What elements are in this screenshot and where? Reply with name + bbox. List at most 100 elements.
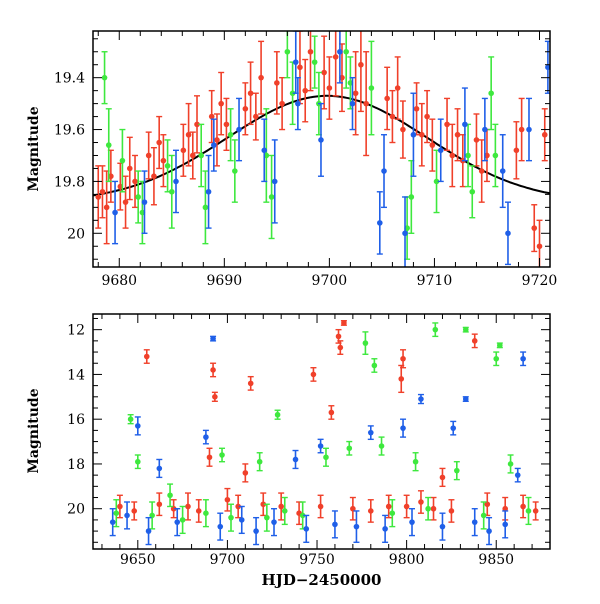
data-point bbox=[402, 230, 408, 237]
data-point bbox=[253, 113, 259, 120]
data-point bbox=[332, 54, 339, 60]
data-point bbox=[424, 113, 430, 120]
data-point bbox=[185, 503, 191, 510]
data-point bbox=[141, 199, 148, 205]
series-green-bottom bbox=[113, 322, 532, 535]
data-point bbox=[122, 199, 129, 205]
data-point bbox=[368, 85, 375, 91]
data-point bbox=[378, 443, 385, 449]
data-point bbox=[284, 48, 291, 55]
data-point bbox=[135, 194, 141, 200]
x-tick-label: 9720 bbox=[522, 273, 558, 289]
data-point bbox=[302, 87, 309, 94]
data-point bbox=[238, 517, 245, 523]
y-tick-label: 20 bbox=[67, 502, 85, 518]
data-point bbox=[295, 100, 301, 107]
data-point bbox=[469, 188, 476, 195]
data-point bbox=[488, 90, 494, 97]
data-point bbox=[190, 152, 196, 159]
data-point bbox=[202, 204, 209, 211]
series-red-bottom bbox=[116, 320, 539, 526]
data-point bbox=[525, 508, 532, 514]
data-point bbox=[289, 90, 296, 97]
data-point bbox=[180, 147, 187, 154]
data-point bbox=[126, 165, 133, 172]
plot-frame-bottom bbox=[92, 313, 551, 550]
data-point bbox=[367, 429, 374, 436]
y-tick-label: 20 bbox=[67, 226, 85, 242]
data-point bbox=[536, 243, 543, 250]
data-point bbox=[278, 503, 284, 510]
data-point bbox=[499, 168, 506, 174]
data-point bbox=[145, 528, 152, 534]
data-point bbox=[465, 152, 471, 159]
x-tick-label: 9700 bbox=[210, 552, 246, 568]
data-point bbox=[217, 523, 224, 530]
data-point bbox=[145, 152, 152, 159]
data-point bbox=[247, 380, 254, 387]
data-point bbox=[437, 147, 444, 154]
data-point bbox=[412, 458, 419, 465]
data-point bbox=[449, 152, 456, 159]
data-point bbox=[403, 503, 410, 510]
y-axis-label: Magnitude bbox=[26, 388, 42, 473]
data-point bbox=[156, 501, 163, 508]
data-point bbox=[149, 512, 155, 519]
data-point bbox=[381, 168, 387, 174]
x-tick-label: 9750 bbox=[299, 552, 335, 568]
data-point bbox=[113, 510, 120, 516]
data-point bbox=[281, 508, 288, 514]
data-point bbox=[410, 131, 417, 138]
data-point bbox=[268, 194, 275, 200]
x-tick-label: 9650 bbox=[120, 552, 156, 568]
x-tick-label: 9850 bbox=[478, 552, 514, 568]
data-point bbox=[164, 163, 171, 169]
data-point bbox=[258, 74, 264, 81]
data-point bbox=[297, 64, 303, 71]
data-point bbox=[264, 514, 270, 521]
data-point bbox=[507, 461, 514, 467]
x-tick-label: 9800 bbox=[389, 552, 425, 568]
data-point bbox=[206, 454, 213, 461]
data-point bbox=[135, 458, 141, 465]
data-point bbox=[271, 519, 277, 525]
y-tick-label: 18 bbox=[67, 457, 85, 473]
data-point bbox=[109, 519, 116, 525]
data-point bbox=[218, 100, 224, 107]
data-point bbox=[454, 467, 460, 474]
data-point bbox=[101, 74, 108, 81]
data-point bbox=[433, 178, 440, 185]
data-point bbox=[318, 137, 324, 143]
data-point bbox=[235, 503, 241, 510]
y-tick-label: 19.8 bbox=[54, 174, 85, 190]
data-point bbox=[478, 168, 485, 174]
data-point bbox=[382, 526, 388, 532]
data-point bbox=[532, 508, 539, 514]
data-point bbox=[242, 106, 249, 112]
data-point bbox=[367, 508, 374, 514]
x-tick-label: 9700 bbox=[312, 273, 348, 289]
data-point bbox=[303, 526, 310, 532]
data-point bbox=[253, 528, 259, 534]
series-blue-bottom bbox=[109, 335, 527, 546]
x-axis-label: HJD−2450000 bbox=[262, 571, 382, 589]
data-point bbox=[310, 371, 317, 378]
data-point bbox=[462, 396, 469, 402]
data-point bbox=[321, 69, 327, 76]
data-point bbox=[326, 85, 333, 91]
data-point bbox=[167, 492, 173, 499]
data-point bbox=[232, 168, 238, 174]
data-point bbox=[185, 131, 192, 138]
data-point bbox=[384, 95, 390, 102]
data-point bbox=[400, 355, 406, 362]
data-point bbox=[131, 508, 138, 514]
data-point bbox=[299, 512, 306, 519]
data-point bbox=[260, 501, 267, 508]
data-point bbox=[274, 80, 280, 86]
data-point bbox=[335, 333, 342, 340]
data-point bbox=[486, 528, 492, 534]
y-tick-label: 12 bbox=[67, 323, 85, 339]
data-point bbox=[462, 326, 469, 333]
data-point bbox=[317, 503, 324, 510]
